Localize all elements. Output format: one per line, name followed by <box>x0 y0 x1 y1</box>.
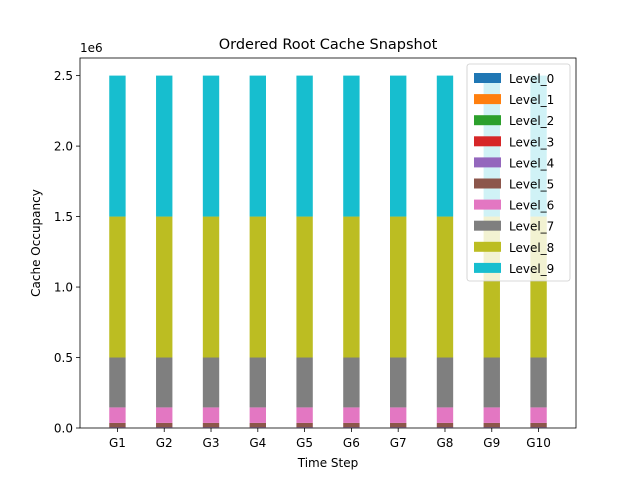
x-tick-label: G9 <box>483 436 500 450</box>
bar-G4-Level_6 <box>250 407 266 423</box>
x-tick-label: G8 <box>437 436 454 450</box>
bar-G10-Level_7 <box>530 358 546 408</box>
y-axis-offset-label: 1e6 <box>80 41 103 55</box>
y-axis-label: Cache Occupancy <box>29 189 43 297</box>
legend-label-Level_7: Level_7 <box>509 220 554 234</box>
bar-G9-Level_6 <box>484 407 500 423</box>
legend-swatch-Level_8 <box>474 242 501 252</box>
bar-G3-Level_7 <box>203 358 219 408</box>
bar-G6-Level_5 <box>343 423 359 427</box>
bar-G4-Level_7 <box>250 358 266 408</box>
bar-G5-Level_5 <box>296 423 312 427</box>
y-tick-label: 1.0 <box>54 281 73 295</box>
legend-label-Level_0: Level_0 <box>509 72 554 86</box>
bar-G2-Level_8 <box>156 217 172 358</box>
bar-G1-Level_7 <box>109 358 125 408</box>
bar-G5-Level_6 <box>296 407 312 423</box>
bar-G1-Level_8 <box>109 217 125 358</box>
x-tick-label: G2 <box>156 436 173 450</box>
bar-G8-Level_8 <box>437 217 453 358</box>
bar-G5-Level_9 <box>296 76 312 217</box>
x-tick-label: G4 <box>249 436 266 450</box>
bar-G8-Level_6 <box>437 407 453 423</box>
y-tick-label: 2.5 <box>54 69 73 83</box>
bar-G8-Level_5 <box>437 423 453 427</box>
chart-title: Ordered Root Cache Snapshot <box>219 37 438 53</box>
legend-label-Level_8: Level_8 <box>509 241 554 255</box>
bar-G2-Level_6 <box>156 407 172 423</box>
legend-label-Level_4: Level_4 <box>509 156 554 170</box>
legend-swatch-Level_0 <box>474 73 501 83</box>
bar-G3-Level_6 <box>203 407 219 423</box>
legend-swatch-Level_9 <box>474 263 501 273</box>
legend-label-Level_1: Level_1 <box>509 93 554 107</box>
y-tick-label: 2.0 <box>54 140 73 154</box>
bar-G1-Level_5 <box>109 423 125 427</box>
y-tick-label: 0.5 <box>54 351 73 365</box>
legend-label-Level_9: Level_9 <box>509 262 554 276</box>
bar-G2-Level_9 <box>156 76 172 217</box>
bar-G5-Level_7 <box>296 358 312 408</box>
bar-G3-Level_5 <box>203 423 219 427</box>
bar-G1-Level_6 <box>109 407 125 423</box>
bar-G3-Level_8 <box>203 217 219 358</box>
bar-G4-Level_5 <box>250 423 266 427</box>
x-tick-label: G10 <box>526 436 551 450</box>
bar-G10-Level_6 <box>530 407 546 423</box>
bar-G8-Level_9 <box>437 76 453 217</box>
legend-swatch-Level_6 <box>474 200 501 210</box>
x-tick-label: G5 <box>296 436 313 450</box>
bar-G4-Level_8 <box>250 217 266 358</box>
legend-swatch-Level_4 <box>474 157 501 167</box>
bar-G10-Level_5 <box>530 423 546 427</box>
bar-G6-Level_6 <box>343 407 359 423</box>
bar-G6-Level_7 <box>343 358 359 408</box>
bar-G5-Level_8 <box>296 217 312 358</box>
y-tick-label: 0.0 <box>54 422 73 436</box>
bar-G2-Level_7 <box>156 358 172 408</box>
x-tick-label: G7 <box>390 436 407 450</box>
legend-swatch-Level_5 <box>474 179 501 189</box>
x-tick-label: G3 <box>203 436 220 450</box>
y-tick-label: 1.5 <box>54 210 73 224</box>
bar-G7-Level_5 <box>390 423 406 427</box>
legend-swatch-Level_2 <box>474 115 501 125</box>
bar-G6-Level_9 <box>343 76 359 217</box>
legend-swatch-Level_3 <box>474 136 501 146</box>
x-axis-label: Time Step <box>297 456 359 470</box>
legend-swatch-Level_1 <box>474 94 501 104</box>
bar-G9-Level_5 <box>484 423 500 427</box>
bar-G7-Level_8 <box>390 217 406 358</box>
bar-G9-Level_7 <box>484 358 500 408</box>
x-tick-label: G1 <box>109 436 126 450</box>
legend-label-Level_6: Level_6 <box>509 199 554 213</box>
bar-G7-Level_6 <box>390 407 406 423</box>
bar-G6-Level_8 <box>343 217 359 358</box>
legend-label-Level_3: Level_3 <box>509 135 554 149</box>
bar-G3-Level_9 <box>203 76 219 217</box>
bar-G8-Level_7 <box>437 358 453 408</box>
bar-G7-Level_7 <box>390 358 406 408</box>
legend-label-Level_2: Level_2 <box>509 114 554 128</box>
legend: Level_0 Level_1 Level_2 Level_3 Level_4 Level… <box>467 64 570 281</box>
bar-G2-Level_5 <box>156 423 172 427</box>
legend-label-Level_5: Level_5 <box>509 178 554 192</box>
legend-swatch-Level_7 <box>474 221 501 231</box>
bar-G1-Level_9 <box>109 76 125 217</box>
x-tick-label: G6 <box>343 436 360 450</box>
bar-G4-Level_9 <box>250 76 266 217</box>
bar-G7-Level_9 <box>390 76 406 217</box>
